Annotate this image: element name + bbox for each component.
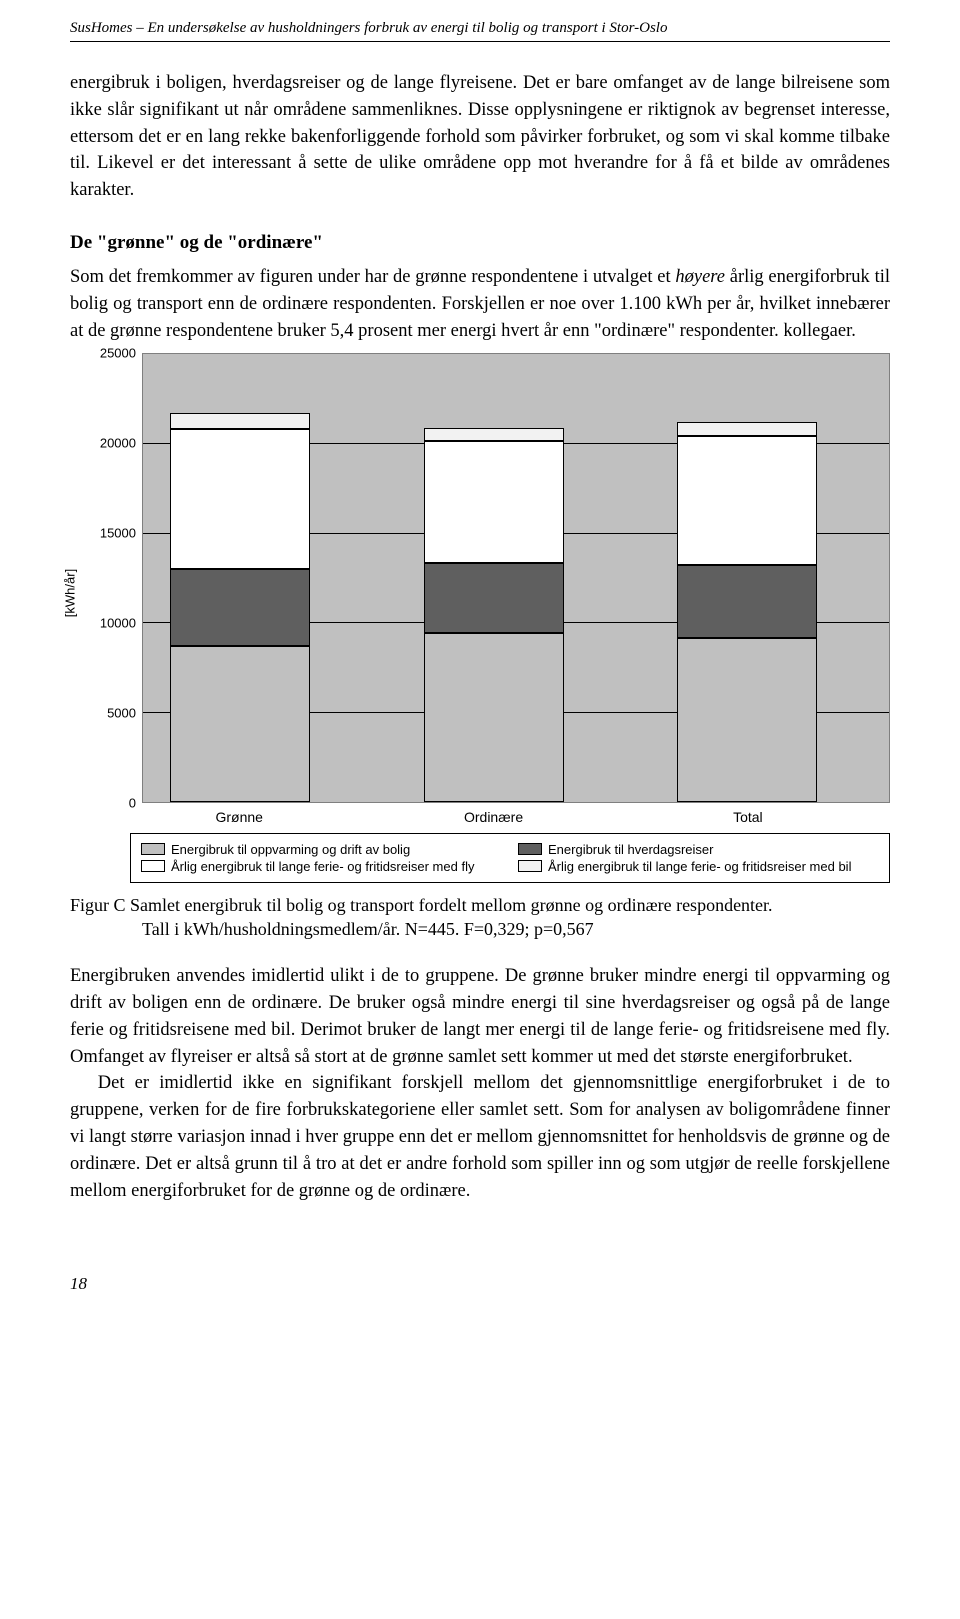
legend-swatch xyxy=(141,860,165,872)
y-tick-label: 0 xyxy=(129,795,136,810)
legend-swatch xyxy=(141,843,165,855)
bar-group xyxy=(677,354,817,802)
legend: Energibruk til oppvarming og drift av bo… xyxy=(130,833,890,883)
bar-segment xyxy=(424,441,564,563)
legend-label: Energibruk til oppvarming og drift av bo… xyxy=(171,842,410,857)
figure-caption: Figur C Samlet energibruk til bolig og t… xyxy=(70,893,890,942)
y-tick-label: 10000 xyxy=(100,615,136,630)
legend-label: Energibruk til hverdagsreiser xyxy=(548,842,713,857)
chart: [kWh/år] 0500010000150002000025000 Grønn… xyxy=(92,353,890,833)
y-tick-label: 20000 xyxy=(100,435,136,450)
caption-line-1: Figur C Samlet energibruk til bolig og t… xyxy=(70,893,890,917)
page-number: 18 xyxy=(70,1274,890,1294)
x-labels: Grønne Ordinære Total xyxy=(142,809,890,829)
y-tick-label: 5000 xyxy=(107,705,136,720)
text: Som det fremkommer av figuren under har … xyxy=(70,267,675,287)
bar-segment xyxy=(677,422,817,436)
paragraph-1: energibruk i boligen, hverdagsreiser og … xyxy=(70,70,890,204)
y-tick-label: 15000 xyxy=(100,525,136,540)
paragraph-4: Det er imidlertid ikke en signifikant fo… xyxy=(70,1070,890,1204)
bar-segment xyxy=(677,436,817,565)
bar-segment xyxy=(424,633,564,801)
y-tick-label: 25000 xyxy=(100,345,136,360)
legend-item: Energibruk til hverdagsreiser xyxy=(518,842,879,857)
legend-label: Årlig energibruk til lange ferie- og fri… xyxy=(548,859,851,874)
bar-segment xyxy=(170,429,310,569)
paragraph-block: Energibruken anvendes imidlertid ulikt i… xyxy=(70,963,890,1204)
paragraph-3: Energibruken anvendes imidlertid ulikt i… xyxy=(70,963,890,1070)
y-axis-label: [kWh/år] xyxy=(63,568,78,616)
bar-segment xyxy=(170,569,310,646)
legend-swatch xyxy=(518,860,542,872)
plot-area xyxy=(142,353,890,803)
section-heading: De "grønne" og de "ordinære" xyxy=(70,232,890,254)
bar-group xyxy=(170,354,310,802)
x-tick-label: Total xyxy=(733,809,763,825)
bar-segment xyxy=(677,565,817,638)
legend-label: Årlig energibruk til lange ferie- og fri… xyxy=(171,859,474,874)
legend-item: Årlig energibruk til lange ferie- og fri… xyxy=(141,859,502,874)
legend-swatch xyxy=(518,843,542,855)
text-emph: høyere xyxy=(675,267,725,287)
paragraph-2: Som det fremkommer av figuren under har … xyxy=(70,264,890,344)
bar-group xyxy=(424,354,564,802)
chart-container: [kWh/år] 0500010000150002000025000 Grønn… xyxy=(70,353,890,883)
running-header: SusHomes – En undersøkelse av husholdnin… xyxy=(70,20,890,42)
bar-segment xyxy=(424,428,564,441)
bar-segment xyxy=(677,638,817,802)
legend-item: Energibruk til oppvarming og drift av bo… xyxy=(141,842,502,857)
x-tick-label: Ordinære xyxy=(464,809,523,825)
bar-segment xyxy=(170,646,310,802)
bar-segment xyxy=(170,413,310,429)
legend-item: Årlig energibruk til lange ferie- og fri… xyxy=(518,859,879,874)
caption-line-2: Tall i kWh/husholdningsmedlem/år. N=445.… xyxy=(70,917,890,941)
y-ticks: 0500010000150002000025000 xyxy=(92,353,140,803)
bar-segment xyxy=(424,563,564,633)
x-tick-label: Grønne xyxy=(216,809,263,825)
